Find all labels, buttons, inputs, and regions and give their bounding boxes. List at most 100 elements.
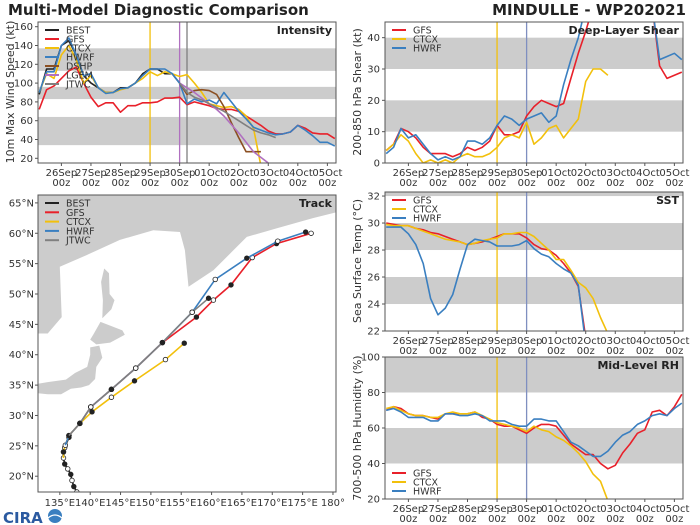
y-tick-label: 40 — [20, 135, 33, 146]
x-tick-hour: 00z — [577, 178, 595, 189]
y-tick-label: 24 — [367, 300, 380, 311]
x-tick-date: 03Oct — [600, 336, 630, 347]
panel-title: Intensity — [277, 24, 332, 37]
x-tick-date: 02Oct — [571, 168, 601, 179]
x-tick-date: 01Oct — [194, 168, 224, 179]
panel-title: SST — [656, 194, 679, 207]
y-tick-label: 40 — [367, 459, 380, 470]
x-tick-hour: 00z — [547, 178, 565, 189]
x-tick-date: 26Sep — [393, 168, 425, 179]
legend-label: GFS — [413, 469, 432, 480]
series-line-hwrf — [386, 402, 683, 458]
logo-globe-icon — [48, 509, 62, 523]
track-marker — [131, 378, 138, 384]
panel-sst: 22242628303226Sep00z27Sep00z28Sep00z29Se… — [351, 191, 689, 357]
lat-label: 65°N — [9, 198, 34, 209]
lat-label: 20°N — [9, 472, 34, 483]
y-tick-label: 100 — [14, 79, 33, 90]
panel-title: Track — [299, 197, 333, 210]
x-tick-date: 04Oct — [283, 168, 313, 179]
x-tick-date: 05Oct — [659, 504, 689, 515]
x-tick-hour: 00z — [606, 514, 624, 525]
legend-label: JTWC — [65, 80, 91, 91]
y-tick-label: 20 — [20, 154, 33, 165]
legend-label: GFS — [413, 196, 432, 207]
lon-label: 175°E — [287, 498, 317, 509]
x-tick-hour: 00z — [665, 514, 683, 525]
land-asia — [38, 195, 336, 334]
x-tick-hour: 00z — [141, 178, 159, 189]
x-tick-hour: 00z — [112, 178, 130, 189]
track-marker — [189, 309, 195, 315]
x-tick-hour: 00z — [665, 346, 683, 357]
x-tick-hour: 00z — [518, 178, 536, 189]
storm-title: MINDULLE - WP202021 — [492, 1, 686, 19]
legend-label: CTCX — [66, 217, 92, 228]
x-tick-hour: 00z — [318, 178, 336, 189]
x-tick-date: 02Oct — [224, 168, 254, 179]
x-tick-hour: 00z — [171, 178, 189, 189]
y-tick-label: 30 — [367, 219, 380, 230]
x-tick-hour: 00z — [488, 346, 506, 357]
track-marker — [62, 461, 68, 467]
plot-area — [385, 357, 683, 499]
series-line-hwrf — [386, 226, 585, 331]
x-tick-date: 26Sep — [46, 168, 78, 179]
map-area — [38, 195, 336, 492]
y-axis-label: Sea Surface Temp (°C) — [351, 199, 364, 323]
track-marker — [275, 238, 281, 244]
land-sakhalin — [101, 268, 115, 319]
x-tick-hour: 00z — [577, 514, 595, 525]
y-tick-label: 22 — [367, 327, 380, 338]
legend-label: JTWC — [65, 236, 91, 247]
track-marker — [65, 466, 71, 472]
plot-frame — [384, 21, 684, 164]
x-tick-hour: 00z — [52, 178, 70, 189]
x-tick-hour: 00z — [606, 178, 624, 189]
legend-label: HWRF — [413, 44, 442, 55]
panel-track: 20°N 25°N 30°N 35°N 40°N 45°N 50°N 55°N 60°N 65°N… — [9, 194, 345, 509]
track-marker — [133, 365, 139, 371]
lat-label: 60°N — [9, 229, 34, 240]
legend-label: GFS — [66, 208, 85, 219]
x-tick-date: 04Oct — [630, 168, 660, 179]
x-tick-date: 29Sep — [481, 168, 513, 179]
track-marker — [108, 394, 115, 400]
series-line-ctcx — [386, 405, 609, 499]
legend-label: GFS — [413, 26, 432, 37]
lon-label: 160°E — [196, 498, 226, 509]
x-tick-hour: 00z — [459, 178, 477, 189]
x-tick-date: 28Sep — [452, 504, 484, 515]
x-tick-hour: 00z — [399, 346, 417, 357]
track-marker — [68, 471, 74, 478]
track-marker — [181, 340, 187, 346]
x-tick-date: 03Oct — [600, 504, 630, 515]
y-tick-label: 0 — [374, 159, 380, 170]
track-marker — [205, 295, 212, 301]
track-marker — [60, 449, 67, 455]
plot-frame — [37, 21, 337, 164]
x-tick-hour: 00z — [399, 178, 417, 189]
shaded-band — [385, 428, 683, 464]
x-tick-date: 27Sep — [422, 168, 454, 179]
x-tick-hour: 00z — [636, 346, 654, 357]
y-tick-label: 10 — [367, 127, 380, 138]
legend-label: BEST — [66, 26, 91, 37]
lon-label: 170°E — [257, 498, 287, 509]
plot-area — [385, 22, 683, 163]
legend-label: CTCX — [413, 478, 439, 489]
track-marker — [228, 282, 234, 288]
x-tick-hour: 00z — [429, 346, 447, 357]
track-marker — [210, 297, 217, 303]
x-tick-hour: 00z — [636, 178, 654, 189]
legend-label: HWRF — [66, 53, 95, 64]
x-tick-hour: 00z — [459, 346, 477, 357]
panel-deep-layer-shear: 01020304026Sep00z27Sep00z28Sep00z29Sep00… — [351, 21, 689, 189]
land-hokkaido — [90, 321, 125, 345]
x-tick-date: 01Oct — [541, 504, 571, 515]
track-line-ctcx — [62, 342, 185, 458]
legend-label: CTCX — [413, 205, 439, 216]
x-tick-hour: 00z — [230, 178, 248, 189]
track-marker — [244, 255, 250, 261]
